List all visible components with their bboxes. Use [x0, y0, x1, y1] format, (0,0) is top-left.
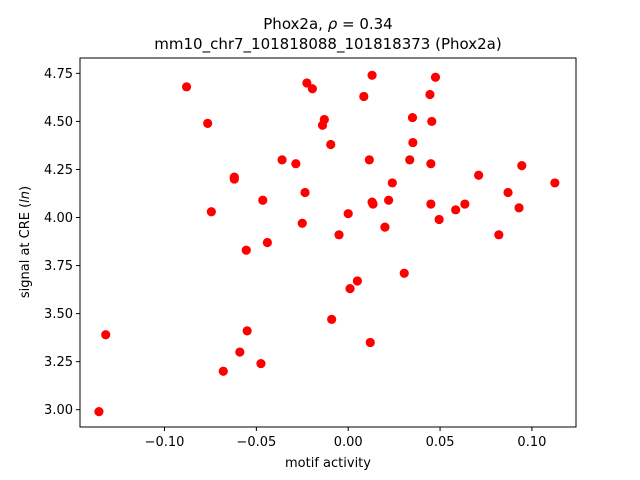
data-point — [181, 82, 192, 92]
data-point — [460, 199, 470, 209]
y-axis-label: signal at CRE (ln) — [18, 186, 33, 298]
chart-title-line1: Phox2a, ρ = 0.34 — [263, 15, 392, 33]
y-tick-label: 4.75 — [44, 67, 73, 82]
x-tick-label: −0.05 — [236, 435, 276, 450]
data-point — [327, 314, 337, 324]
x-axis-label: motif activity — [285, 456, 371, 471]
data-point — [407, 112, 418, 123]
data-point — [367, 70, 377, 80]
data-point — [359, 91, 369, 102]
data-point — [494, 230, 504, 240]
data-point — [427, 116, 437, 127]
data-point — [550, 178, 560, 188]
data-point — [517, 161, 527, 171]
data-point — [334, 230, 344, 240]
data-point — [326, 139, 336, 150]
data-point — [384, 195, 394, 205]
data-point — [365, 337, 375, 348]
data-points — [94, 70, 560, 417]
data-point — [101, 330, 111, 340]
data-point — [434, 214, 444, 225]
y-tick-label: 4.50 — [44, 115, 73, 130]
data-point — [430, 72, 441, 82]
data-point — [242, 326, 252, 336]
data-point — [352, 276, 362, 286]
x-tick-label: 0.00 — [334, 435, 363, 450]
data-point — [94, 407, 104, 417]
data-point — [302, 78, 312, 88]
y-tick-label: 4.25 — [44, 163, 73, 178]
data-point — [206, 207, 216, 217]
y-tick-label: 3.25 — [44, 355, 73, 370]
data-point — [503, 187, 513, 198]
y-tick-label: 3.75 — [44, 259, 73, 274]
data-point — [343, 209, 353, 219]
x-tick-label: 0.05 — [426, 435, 455, 450]
x-tick-label: 0.10 — [517, 435, 546, 450]
data-point — [514, 203, 524, 213]
data-point — [425, 89, 435, 100]
data-point — [408, 137, 418, 148]
data-point — [256, 358, 266, 369]
data-point — [258, 195, 268, 205]
data-point — [368, 199, 378, 209]
data-point — [426, 199, 436, 209]
data-point — [300, 187, 310, 198]
data-point — [426, 159, 436, 169]
data-point — [345, 284, 355, 294]
data-point — [229, 174, 239, 184]
data-point — [262, 237, 272, 248]
data-point — [405, 155, 415, 165]
data-point — [307, 84, 317, 94]
data-point — [319, 114, 329, 125]
chart-title-line2: mm10_chr7_101818088_101818373 (Phox2a) — [154, 35, 501, 54]
data-point — [364, 155, 374, 165]
y-tick-label: 3.50 — [44, 307, 73, 322]
data-point — [474, 170, 484, 180]
data-point — [277, 155, 287, 165]
data-point — [241, 245, 251, 255]
data-point — [297, 218, 307, 228]
axes-frame — [79, 57, 577, 428]
x-axis-ticks: −0.10 −0.05 0.00 0.05 0.10 — [145, 427, 546, 450]
y-tick-label: 3.00 — [44, 403, 73, 418]
data-point — [387, 178, 397, 188]
y-axis-ticks: 3.00 3.25 3.50 3.75 4.00 4.25 4.50 4.75 — [44, 67, 80, 418]
data-point — [399, 268, 409, 278]
y-tick-label: 4.00 — [44, 211, 73, 226]
data-point — [235, 347, 245, 357]
data-point — [218, 366, 228, 376]
data-point — [451, 205, 461, 215]
x-tick-label: −0.10 — [145, 435, 185, 450]
data-point — [380, 222, 390, 232]
data-point — [203, 118, 213, 128]
data-point — [291, 159, 301, 169]
